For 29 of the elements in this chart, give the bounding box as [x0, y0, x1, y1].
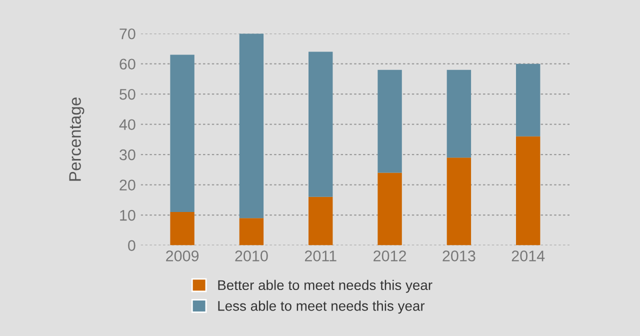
bar — [239, 34, 264, 218]
y-tick-label: 70 — [120, 28, 136, 40]
legend-label: Better able to meet needs this year — [218, 280, 432, 293]
bar — [170, 212, 194, 246]
x-tick-label: 2009 — [166, 250, 199, 262]
bar — [516, 136, 540, 246]
y-tick-label: 20 — [120, 180, 136, 190]
y-tick-label: 40 — [119, 119, 136, 130]
x-tick-label: 2013 — [442, 250, 476, 262]
y-tick-label: 60 — [120, 58, 136, 70]
x-tick-label: 2014 — [512, 250, 545, 262]
x-tick-label: 2012 — [374, 250, 406, 262]
bar — [170, 54, 194, 212]
bar — [446, 70, 472, 158]
y-axis-title: Percentage — [69, 98, 84, 181]
bar — [378, 70, 402, 173]
legend-label: Less able to meet needs this year — [218, 300, 425, 314]
bar — [308, 196, 333, 246]
y-tick-label: 0 — [128, 240, 136, 251]
x-tick-label: 2011 — [304, 250, 336, 262]
bar — [446, 158, 472, 246]
bar — [308, 52, 333, 197]
bar — [239, 218, 264, 246]
y-tick-label: 50 — [120, 88, 136, 100]
bar — [516, 64, 540, 136]
bar — [378, 172, 402, 246]
x-tick-label: 2010 — [235, 250, 268, 262]
y-tick-label: 10 — [120, 210, 136, 221]
y-tick-label: 30 — [120, 149, 136, 160]
